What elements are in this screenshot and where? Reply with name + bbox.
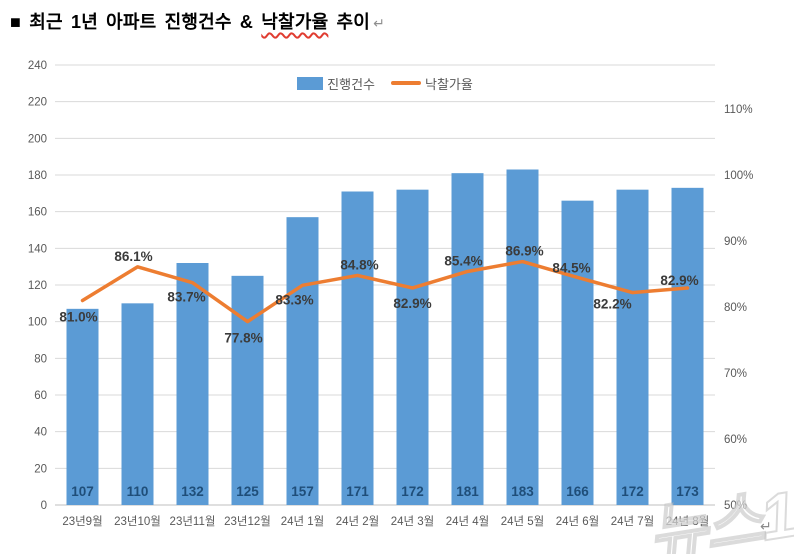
left-axis-tick-label: 240: [28, 60, 47, 72]
legend-bar-label: 진행건수: [327, 76, 375, 92]
x-axis-category-label: 24년 2월: [336, 515, 380, 528]
title-underlined-word: 낙찰가율: [261, 12, 329, 32]
rate-value-label: 81.0%: [59, 310, 97, 325]
legend-item-bar-series: 진행건수: [297, 74, 375, 93]
left-axis-tick-label: 140: [28, 243, 47, 255]
x-axis-category-label: 24년 1월: [281, 515, 325, 528]
legend-bar-swatch-icon: [297, 76, 324, 90]
right-axis-tick-label: 110%: [724, 104, 753, 116]
legend-item-line-series: 낙찰가율: [391, 74, 473, 93]
bar: [66, 308, 99, 505]
rate-value-label: 77.8%: [224, 331, 262, 346]
title-prefix: ■ 최근 1년 아파트 진행건수 &: [10, 12, 262, 32]
bar: [506, 169, 539, 505]
bar: [286, 217, 319, 505]
left-axis-tick-label: 160: [28, 207, 47, 219]
paragraph-mark-icon: ↵: [373, 15, 386, 31]
right-axis-tick-label: 100%: [724, 170, 753, 182]
left-axis-tick-label: 180: [28, 170, 47, 182]
rate-value-label: 83.7%: [167, 290, 205, 305]
rate-value-label: 82.9%: [393, 296, 431, 311]
x-axis-category-label: 23년10월: [114, 515, 161, 528]
bar-value-label: 183: [511, 484, 534, 499]
rate-value-label: 86.9%: [505, 244, 543, 259]
bar: [396, 189, 429, 505]
left-axis-tick-label: 40: [34, 427, 47, 439]
bar: [616, 189, 649, 505]
left-axis-tick-label: 0: [41, 500, 47, 512]
bar-value-label: 110: [127, 484, 149, 499]
right-axis-tick-label: 50%: [724, 500, 747, 512]
bar-value-label: 172: [621, 484, 644, 499]
title-suffix: 추이: [328, 12, 371, 32]
x-axis-category-label: 23년11월: [170, 515, 216, 528]
x-axis-category-label: 23년9월: [62, 515, 102, 528]
rate-line: [80, 259, 690, 324]
bar-value-label: 157: [291, 484, 314, 499]
rate-value-label: 84.8%: [340, 257, 378, 272]
bar: [561, 200, 594, 505]
bar: [671, 187, 704, 506]
rate-value-label: 83.3%: [275, 292, 313, 307]
rate-value-label: 86.1%: [114, 249, 152, 264]
bar-value-label: 125: [236, 484, 259, 499]
right-axis-tick-label: 80%: [724, 302, 747, 314]
bar-value-label: 107: [71, 484, 94, 499]
bar: [231, 275, 264, 505]
right-axis-tick-label: 60%: [724, 434, 747, 446]
page-title: ■ 최근 1년 아파트 진행건수 & 낙찰가율 추이 ↵: [10, 8, 385, 34]
chart-legend: 진행건수 낙찰가율: [55, 73, 715, 93]
rate-value-label: 82.9%: [660, 273, 698, 288]
legend-line-label: 낙찰가율: [425, 76, 473, 92]
bar-value-label: 181: [456, 484, 479, 499]
paragraph-mark-bottom-icon: ↵: [760, 518, 772, 534]
x-axis-category-label: 24년 4월: [446, 515, 490, 528]
rate-value-label: 82.2%: [593, 297, 631, 312]
bar: [341, 191, 374, 505]
left-axis-tick-label: 220: [28, 97, 47, 109]
left-axis-tick-label: 60: [34, 390, 47, 402]
bar: [451, 173, 484, 505]
bar-value-label: 173: [676, 484, 699, 499]
left-axis-tick-label: 80: [34, 353, 47, 365]
bar: [176, 263, 209, 505]
rate-value-label: 84.5%: [552, 260, 590, 275]
bar-value-label: 171: [346, 484, 369, 499]
left-axis-tick-label: 120: [28, 280, 47, 292]
bar-value-label: 132: [181, 484, 204, 499]
x-axis-category-label: 24년 6월: [556, 515, 600, 528]
right-axis-tick-label: 90%: [724, 236, 747, 248]
x-axis-category-label: 23년12월: [224, 515, 271, 528]
right-axis-tick-label: 70%: [724, 368, 747, 380]
left-axis-tick-label: 100: [28, 317, 47, 329]
legend-line-swatch-icon: [391, 81, 421, 85]
bar: [121, 303, 154, 505]
bar-value-label: 172: [401, 484, 424, 499]
x-axis-category-label: 24년 5월: [501, 515, 545, 528]
left-axis-tick-label: 20: [34, 463, 47, 475]
rate-value-label: 85.4%: [444, 253, 482, 268]
left-axis-tick-label: 200: [28, 133, 47, 145]
x-axis-category-label: 24년 7월: [611, 515, 655, 528]
x-axis-category-label: 24년 3월: [391, 515, 435, 528]
x-axis-category-label: 24년 8월: [666, 515, 710, 528]
bar-value-label: 166: [566, 484, 589, 499]
